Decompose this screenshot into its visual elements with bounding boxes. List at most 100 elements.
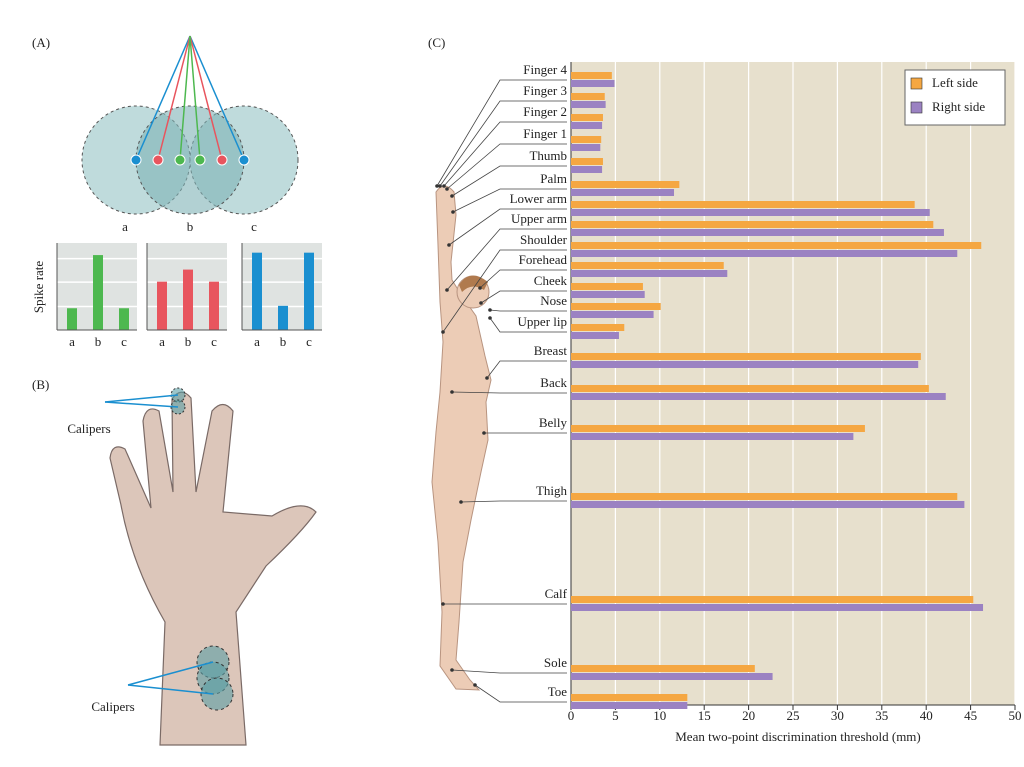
category-label: Upper arm bbox=[511, 211, 567, 226]
bar bbox=[571, 166, 603, 173]
bar bbox=[571, 181, 680, 188]
leader-dot bbox=[441, 330, 445, 334]
x-tick-label: 10 bbox=[653, 708, 666, 723]
leader-dot bbox=[478, 286, 482, 290]
bar bbox=[571, 262, 724, 269]
caliper-label: Calipers bbox=[91, 699, 134, 714]
bar bbox=[571, 393, 946, 400]
x-tick-label: 15 bbox=[698, 708, 711, 723]
leader-dot bbox=[473, 683, 477, 687]
bar bbox=[571, 114, 603, 121]
bar bbox=[157, 281, 167, 330]
leader-dot bbox=[459, 500, 463, 504]
x-tick-label: b bbox=[185, 334, 192, 349]
x-tick-label: a bbox=[69, 334, 75, 349]
category-label: Forehead bbox=[519, 252, 568, 267]
leader-line bbox=[452, 188, 567, 213]
leader-line bbox=[451, 669, 567, 674]
category-label: Belly bbox=[539, 415, 568, 430]
x-axis-label: Mean two-point discrimination threshold … bbox=[675, 729, 921, 744]
leader-dot bbox=[445, 187, 449, 191]
bar bbox=[571, 673, 773, 680]
category-label: Finger 3 bbox=[523, 83, 567, 98]
category-label: Palm bbox=[540, 171, 567, 186]
leader-dot bbox=[447, 243, 451, 247]
category-label: Upper lip bbox=[518, 314, 567, 329]
bar bbox=[571, 283, 643, 290]
leader-line bbox=[448, 208, 567, 246]
leader-dot bbox=[445, 288, 449, 292]
leader-line bbox=[443, 121, 567, 187]
leader-line bbox=[451, 391, 567, 394]
leader-line bbox=[439, 100, 567, 187]
leader-line bbox=[480, 290, 567, 304]
bar bbox=[571, 72, 612, 79]
leader-dot bbox=[450, 194, 454, 198]
bar bbox=[571, 189, 675, 196]
leader-dot bbox=[450, 390, 454, 394]
bar bbox=[209, 281, 219, 330]
leader-line bbox=[489, 317, 567, 333]
caliper-label: Calipers bbox=[67, 421, 110, 436]
bar bbox=[571, 665, 755, 672]
panel-label: (A) bbox=[32, 35, 50, 50]
field-label: c bbox=[251, 219, 257, 234]
leader-dot bbox=[438, 184, 442, 188]
leader-line bbox=[451, 165, 567, 197]
bar bbox=[571, 221, 934, 228]
leader-dot bbox=[485, 376, 489, 380]
leader-dot bbox=[488, 316, 492, 320]
leader-line bbox=[446, 228, 567, 291]
x-tick-label: 40 bbox=[920, 708, 933, 723]
bar bbox=[571, 332, 619, 339]
bar bbox=[571, 604, 984, 611]
bar bbox=[571, 201, 915, 208]
category-label: Cheek bbox=[534, 273, 568, 288]
x-tick-label: a bbox=[254, 334, 260, 349]
category-label: Lower arm bbox=[510, 191, 567, 206]
bar bbox=[571, 93, 605, 100]
x-tick-label: c bbox=[211, 334, 217, 349]
bar bbox=[571, 596, 974, 603]
leader-line bbox=[446, 143, 567, 190]
bar bbox=[571, 291, 645, 298]
leader-line bbox=[479, 269, 567, 289]
leader-dot bbox=[435, 184, 439, 188]
category-label: Sole bbox=[544, 655, 567, 670]
bar bbox=[252, 252, 262, 330]
x-tick-label: 35 bbox=[875, 708, 888, 723]
category-label: Thigh bbox=[536, 483, 568, 498]
x-tick-label: a bbox=[159, 334, 165, 349]
x-tick-label: 30 bbox=[831, 708, 844, 723]
leader-dot bbox=[451, 210, 455, 214]
x-tick-label: 50 bbox=[1009, 708, 1022, 723]
bar bbox=[571, 501, 965, 508]
leader-dot bbox=[482, 431, 486, 435]
legend-label: Left side bbox=[932, 75, 978, 90]
bar bbox=[571, 242, 982, 249]
legend-label: Right side bbox=[932, 99, 985, 114]
bar bbox=[571, 311, 654, 318]
leader-dot bbox=[450, 668, 454, 672]
bar bbox=[571, 303, 661, 310]
bar bbox=[571, 433, 854, 440]
leader-line bbox=[489, 309, 567, 312]
bar bbox=[571, 229, 944, 236]
leader-dot bbox=[441, 602, 445, 606]
receptive-field-diagram bbox=[81, 35, 299, 215]
bar bbox=[119, 308, 129, 330]
category-label: Finger 2 bbox=[523, 104, 567, 119]
bar bbox=[571, 702, 688, 709]
panel-label: (B) bbox=[32, 377, 49, 392]
bar bbox=[571, 122, 603, 129]
leader-dot bbox=[488, 308, 492, 312]
category-label: Calf bbox=[545, 586, 568, 601]
leader-dot bbox=[442, 184, 446, 188]
bar bbox=[278, 305, 288, 330]
bar bbox=[571, 385, 929, 392]
hand-illustration bbox=[104, 387, 317, 746]
bar bbox=[571, 158, 603, 165]
bar bbox=[571, 250, 958, 257]
x-tick-label: 0 bbox=[568, 708, 575, 723]
body-illustration bbox=[431, 185, 492, 691]
